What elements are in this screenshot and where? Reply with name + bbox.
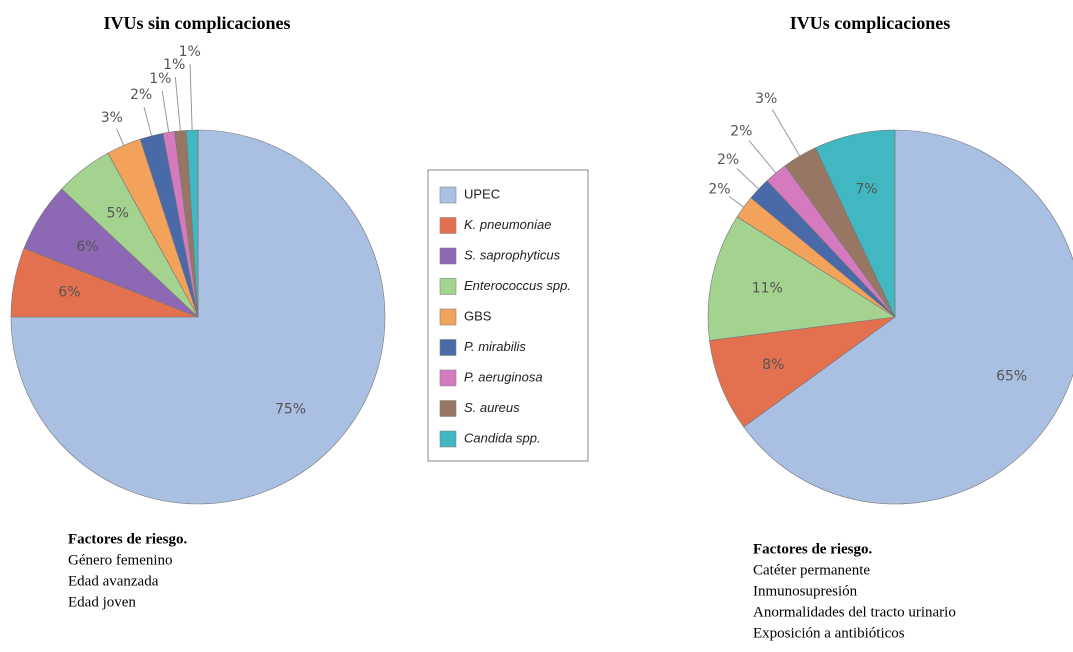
legend-swatch: [439, 247, 457, 265]
legend-label: UPEC: [464, 186, 500, 201]
value-label: 3%: [101, 110, 123, 126]
legend-swatch: [439, 308, 457, 326]
value-label: 1%: [179, 44, 201, 60]
value-label: 3%: [755, 91, 777, 107]
notes-item: Inmunosupresión: [753, 583, 858, 599]
legend-swatch: [439, 186, 457, 204]
notes-item: Exposición a antibióticos: [753, 625, 905, 641]
leader-line: [161, 90, 170, 133]
legend-swatch: [439, 278, 457, 295]
legend-label: GBS: [464, 308, 492, 323]
notes-item: Anormalidades del tracto urinario: [753, 604, 956, 620]
notes-heading: Factores de riesgo.: [68, 531, 188, 547]
legend-swatch: [439, 339, 457, 356]
leader-line: [748, 140, 777, 174]
chart-title: IVUs complicaciones: [790, 13, 951, 33]
notes-item: Edad joven: [68, 594, 136, 610]
notes-item: Edad avanzada: [68, 573, 159, 589]
leader-line: [771, 109, 801, 157]
leader-line: [174, 77, 181, 131]
legend-label: S. saprophyticus: [464, 247, 561, 262]
pie-slice: [743, 129, 1073, 505]
value-label: 6%: [76, 239, 98, 255]
legend-label: Enterococcus spp.: [464, 278, 571, 293]
legend-swatch: [439, 430, 457, 448]
leader-line: [116, 128, 125, 146]
value-label: 65%: [996, 368, 1027, 384]
value-label: 1%: [163, 57, 185, 73]
pie-slice: [707, 216, 896, 341]
leader-line: [736, 168, 760, 190]
value-label: 75%: [275, 402, 306, 418]
leader-line: [143, 106, 152, 136]
value-label: 2%: [708, 181, 730, 197]
pie-slice: [814, 129, 896, 318]
legend-label: K. pneumoniae: [464, 217, 551, 232]
legend-label: S. aureus: [464, 400, 520, 415]
value-label: 1%: [149, 71, 171, 87]
legend-swatch: [439, 369, 457, 387]
notes-item: Género femenino: [68, 552, 173, 568]
leader-line: [189, 64, 193, 131]
legend-swatch: [439, 400, 457, 417]
value-label: 2%: [130, 87, 152, 103]
value-label: 6%: [58, 284, 80, 300]
notes-heading: Factores de riesgo.: [753, 541, 873, 557]
notes-item: Catéter permanente: [753, 562, 870, 578]
legend-label: Candida spp.: [464, 430, 541, 445]
legend-label: P. aeruginosa: [464, 369, 543, 384]
pie-slice: [709, 316, 896, 428]
value-label: 2%: [730, 123, 752, 139]
value-label: 7%: [855, 181, 877, 197]
value-label: 2%: [717, 152, 739, 168]
value-label: 8%: [762, 357, 784, 373]
leader-line: [728, 196, 745, 208]
legend-swatch: [439, 217, 457, 234]
value-label: 5%: [107, 206, 129, 222]
value-label: 11%: [752, 280, 783, 296]
chart-title: IVUs sin complicaciones: [103, 13, 290, 33]
legend-label: P. mirabilis: [464, 339, 526, 354]
